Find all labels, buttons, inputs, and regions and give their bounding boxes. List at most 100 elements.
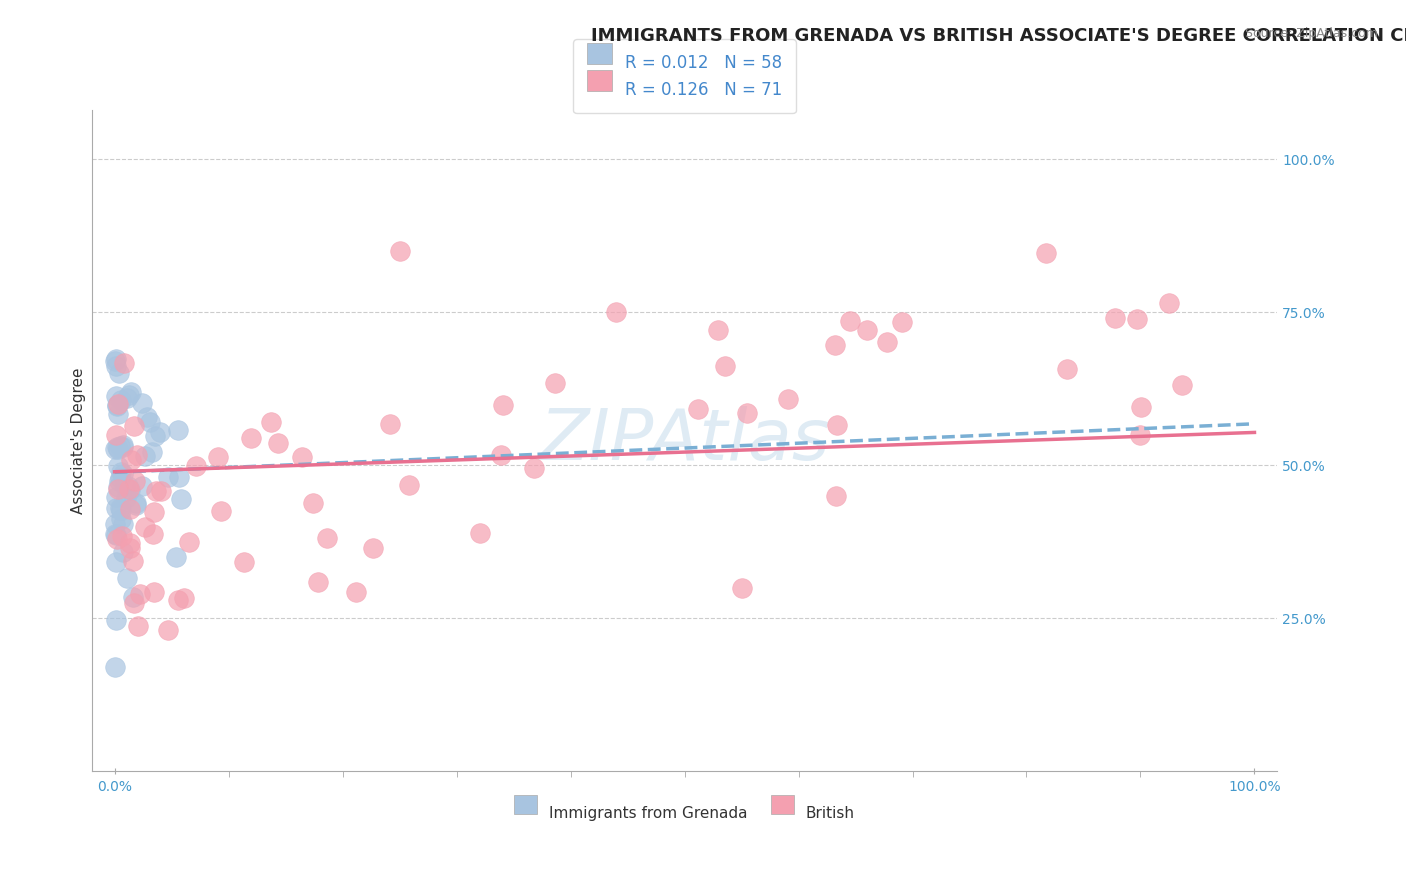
Legend: Immigrants from Grenada, British: Immigrants from Grenada, British bbox=[506, 796, 862, 830]
Point bbox=[105, 500, 128, 515]
Text: ZIPAtlas: ZIPAtlas bbox=[540, 407, 830, 475]
Point bbox=[260, 416, 283, 430]
Point bbox=[380, 417, 402, 431]
Point bbox=[110, 393, 132, 408]
Point bbox=[1104, 310, 1126, 325]
Point bbox=[307, 574, 329, 589]
Point bbox=[120, 536, 142, 550]
Point bbox=[135, 409, 157, 424]
Point bbox=[131, 396, 153, 410]
Point bbox=[891, 315, 914, 329]
Point bbox=[824, 338, 846, 352]
Point bbox=[107, 480, 129, 494]
Point bbox=[1056, 361, 1078, 376]
Point bbox=[232, 555, 254, 569]
Point bbox=[104, 442, 127, 456]
Point bbox=[104, 526, 127, 541]
Point bbox=[302, 496, 325, 510]
Point bbox=[122, 596, 145, 610]
Point bbox=[544, 376, 567, 390]
Point bbox=[489, 448, 512, 462]
Point bbox=[107, 397, 129, 411]
Point bbox=[104, 613, 127, 627]
Point bbox=[1126, 311, 1149, 326]
Point bbox=[118, 483, 141, 498]
Point bbox=[186, 458, 208, 473]
Point bbox=[120, 453, 142, 467]
Point bbox=[114, 491, 136, 506]
Point bbox=[122, 590, 145, 604]
Point bbox=[142, 505, 165, 519]
Point bbox=[141, 445, 163, 459]
Point bbox=[115, 571, 138, 585]
Point bbox=[108, 439, 131, 453]
Point bbox=[1171, 378, 1194, 392]
Point bbox=[346, 585, 368, 599]
Point bbox=[105, 398, 128, 412]
Point bbox=[398, 477, 420, 491]
Point bbox=[110, 512, 132, 526]
Point bbox=[523, 460, 546, 475]
Text: Source: ZipAtlas.com: Source: ZipAtlas.com bbox=[1244, 27, 1378, 40]
Point bbox=[108, 500, 131, 515]
Point bbox=[143, 585, 166, 599]
Point bbox=[361, 541, 384, 556]
Point bbox=[107, 482, 129, 496]
Point bbox=[110, 503, 132, 517]
Point bbox=[1129, 401, 1152, 415]
Point bbox=[129, 587, 152, 601]
Point bbox=[173, 591, 195, 606]
Point bbox=[125, 498, 148, 512]
Point bbox=[134, 449, 156, 463]
Point bbox=[105, 490, 128, 504]
Point bbox=[856, 322, 879, 336]
Point bbox=[730, 581, 752, 595]
Point bbox=[316, 531, 339, 545]
Point bbox=[291, 450, 314, 465]
Point bbox=[134, 520, 156, 534]
Point bbox=[108, 470, 131, 484]
Point bbox=[825, 418, 848, 433]
Point bbox=[150, 484, 173, 499]
Text: IMMIGRANTS FROM GRENADA VS BRITISH ASSOCIATE'S DEGREE CORRELATION CHART: IMMIGRANTS FROM GRENADA VS BRITISH ASSOC… bbox=[591, 27, 1406, 45]
Point bbox=[122, 419, 145, 434]
Point bbox=[167, 593, 190, 607]
Point bbox=[107, 366, 129, 380]
Point bbox=[139, 416, 162, 430]
Point bbox=[111, 529, 134, 543]
Point bbox=[112, 356, 135, 370]
Point bbox=[737, 406, 759, 420]
Point bbox=[107, 459, 129, 474]
Point bbox=[117, 479, 139, 493]
Point bbox=[492, 398, 515, 412]
Point bbox=[120, 541, 142, 555]
Point bbox=[104, 517, 127, 532]
Point bbox=[122, 554, 145, 568]
Point bbox=[267, 436, 290, 450]
Point bbox=[145, 483, 167, 498]
Point bbox=[110, 465, 132, 479]
Point bbox=[149, 425, 172, 439]
Point bbox=[207, 450, 229, 464]
Point bbox=[1035, 246, 1057, 260]
Point bbox=[239, 432, 262, 446]
Point bbox=[108, 475, 131, 489]
Point bbox=[118, 482, 141, 496]
Point bbox=[1157, 296, 1180, 310]
Point bbox=[714, 359, 737, 374]
Point bbox=[707, 323, 730, 337]
Point bbox=[166, 423, 188, 437]
Y-axis label: Associate's Degree: Associate's Degree bbox=[72, 368, 86, 514]
Point bbox=[170, 492, 193, 507]
Point bbox=[111, 438, 134, 452]
Point bbox=[105, 399, 128, 413]
Point bbox=[104, 359, 127, 373]
Point bbox=[104, 659, 127, 673]
Point bbox=[1129, 427, 1152, 442]
Point bbox=[157, 623, 180, 637]
Point bbox=[778, 392, 800, 406]
Point bbox=[117, 388, 139, 402]
Point bbox=[105, 528, 128, 542]
Point bbox=[112, 467, 135, 481]
Point bbox=[131, 478, 153, 492]
